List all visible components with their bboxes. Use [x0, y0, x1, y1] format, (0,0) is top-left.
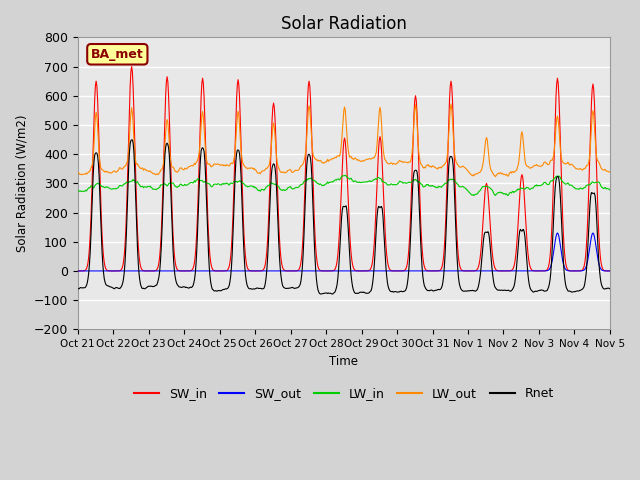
Title: Solar Radiation: Solar Radiation [281, 15, 407, 33]
X-axis label: Time: Time [330, 355, 358, 368]
Y-axis label: Solar Radiation (W/m2): Solar Radiation (W/m2) [15, 115, 28, 252]
Text: BA_met: BA_met [91, 48, 144, 61]
Legend: SW_in, SW_out, LW_in, LW_out, Rnet: SW_in, SW_out, LW_in, LW_out, Rnet [129, 382, 559, 405]
